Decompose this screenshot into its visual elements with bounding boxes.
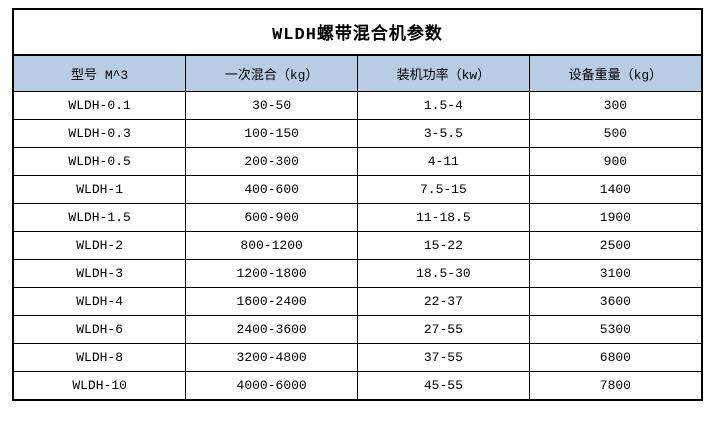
table-cell: 3-5.5 <box>357 119 530 148</box>
parameters-table: 型号 M^3 一次混合（kg） 装机功率（kw） 设备重量（kg） WLDH-0.1 3… <box>14 55 701 399</box>
table-title: WLDH螺带混合机参数 <box>14 10 701 55</box>
table-cell: 1.5-4 <box>357 91 530 120</box>
table-cell: 37-55 <box>357 343 530 372</box>
table-cell: 7.5-15 <box>357 175 530 204</box>
table-cell: 1200-1800 <box>185 259 358 288</box>
table-cell: 2400-3600 <box>185 315 358 344</box>
table-row: WLDH-0.3 100-150 3-5.5 500 <box>14 119 701 148</box>
table-cell: 27-55 <box>357 315 530 344</box>
table-cell: 600-900 <box>185 203 358 232</box>
table-cell: 4-11 <box>357 147 530 176</box>
table-cell: 1400 <box>528 175 701 204</box>
table-cell: WLDH-8 <box>14 343 187 372</box>
table-cell: 3200-4800 <box>185 343 358 372</box>
table-cell: 15-22 <box>357 231 530 260</box>
table-cell: WLDH-6 <box>14 315 187 344</box>
table-cell: 11-18.5 <box>357 203 530 232</box>
table-cell: WLDH-0.5 <box>14 147 187 176</box>
table-cell: WLDH-1.5 <box>14 203 187 232</box>
table-cell: 6800 <box>528 343 701 372</box>
header-row: 型号 M^3 一次混合（kg） 装机功率（kw） 设备重量（kg） <box>14 55 701 92</box>
table-row: WLDH-1.5 600-900 11-18.5 1900 <box>14 203 701 232</box>
table-cell: WLDH-3 <box>14 259 187 288</box>
table-cell: 30-50 <box>185 91 358 120</box>
table-row: WLDH-10 4000-6000 45-55 7800 <box>14 371 701 399</box>
table-row: WLDH-6 2400-3600 27-55 5300 <box>14 315 701 344</box>
table-row: WLDH-8 3200-4800 37-55 6800 <box>14 343 701 372</box>
table-cell: WLDH-0.3 <box>14 119 187 148</box>
table-cell: 45-55 <box>357 371 530 399</box>
table-cell: 1600-2400 <box>185 287 358 316</box>
column-header: 一次混合（kg） <box>185 55 358 92</box>
table-row: WLDH-0.1 30-50 1.5-4 300 <box>14 91 701 120</box>
table-row: WLDH-2 800-1200 15-22 2500 <box>14 231 701 260</box>
table-cell: WLDH-10 <box>14 371 187 399</box>
table-cell: WLDH-2 <box>14 231 187 260</box>
table-row: WLDH-3 1200-1800 18.5-30 3100 <box>14 259 701 288</box>
table-cell: 18.5-30 <box>357 259 530 288</box>
table-cell: 1900 <box>528 203 701 232</box>
table-cell: 3100 <box>528 259 701 288</box>
table-cell: 800-1200 <box>185 231 358 260</box>
table-cell: 5300 <box>528 315 701 344</box>
table-row: WLDH-4 1600-2400 22-37 3600 <box>14 287 701 316</box>
table-cell: 400-600 <box>185 175 358 204</box>
table-cell: 2500 <box>528 231 701 260</box>
table-cell: 22-37 <box>357 287 530 316</box>
table-cell: 7800 <box>528 371 701 399</box>
parameters-table-container: WLDH螺带混合机参数 型号 M^3 一次混合（kg） 装机功率（kw） 设备重量（k… <box>12 8 703 401</box>
table-cell: 300 <box>528 91 701 120</box>
table-cell: 100-150 <box>185 119 358 148</box>
table-cell: WLDH-0.1 <box>14 91 187 120</box>
column-header: 型号 M^3 <box>14 55 187 92</box>
column-header: 设备重量（kg） <box>528 55 701 92</box>
table-row: WLDH-1 400-600 7.5-15 1400 <box>14 175 701 204</box>
table-cell: 900 <box>528 147 701 176</box>
table-cell: 3600 <box>528 287 701 316</box>
column-header: 装机功率（kw） <box>357 55 530 92</box>
table-row: WLDH-0.5 200-300 4-11 900 <box>14 147 701 176</box>
table-body: WLDH-0.1 30-50 1.5-4 300 WLDH-0.3 100-150 3-5.… <box>14 91 701 399</box>
table-cell: WLDH-1 <box>14 175 187 204</box>
table-cell: 200-300 <box>185 147 358 176</box>
table-cell: 500 <box>528 119 701 148</box>
table-cell: WLDH-4 <box>14 287 187 316</box>
table-cell: 4000-6000 <box>185 371 358 399</box>
